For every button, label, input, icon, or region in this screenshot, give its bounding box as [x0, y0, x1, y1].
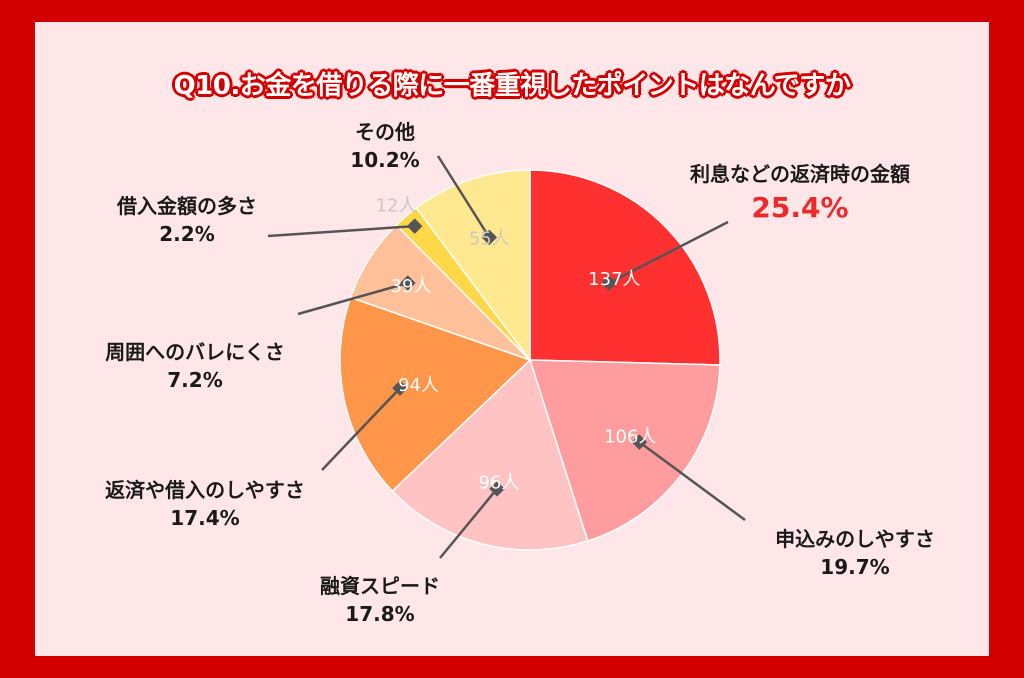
slice-label: その他 — [355, 120, 415, 144]
slice-percent: 10.2% — [350, 148, 420, 172]
chart-title: Q10.お金を借りる際に一番重視したポイントはなんですか — [173, 71, 851, 101]
slice-callout: 利息などの返済時の金額 25.4% — [650, 160, 950, 227]
slice-callout: 周囲へのバレにくさ 7.2% — [45, 338, 345, 394]
slice-count-label: 94人 — [398, 375, 439, 396]
leader-line — [638, 441, 746, 522]
leader-line — [267, 224, 415, 238]
slice-label: 周囲へのバレにくさ — [105, 340, 285, 364]
slice-percent: 7.2% — [167, 368, 223, 392]
slice-count-labels: 137人 106人 96人 94人 39人 12人 55人 — [376, 196, 657, 494]
pie-slice — [529, 169, 721, 366]
slice-callout: 融資スピード 17.8% — [230, 572, 530, 628]
slice-percent: 19.7% — [820, 555, 890, 579]
slice-count-label: 55人 — [469, 228, 510, 249]
slice-label: 融資スピード — [320, 574, 440, 598]
slice-percent: 2.2% — [159, 222, 215, 246]
slice-callout: 借入金額の多さ 2.2% — [37, 192, 337, 248]
leader-line — [297, 281, 409, 316]
slice-count-label: 12人 — [376, 196, 417, 217]
pie-slice — [339, 296, 532, 493]
slice-label: 利息などの返済時の金額 — [690, 162, 910, 186]
leader-marker — [481, 229, 498, 246]
slice-count-label: 137人 — [588, 269, 640, 290]
slice-percent: 17.8% — [345, 602, 415, 626]
slice-percent: 17.4% — [170, 506, 240, 530]
slice-count-label: 96人 — [478, 472, 519, 493]
pie-slices — [339, 169, 721, 551]
slice-label: 借入金額の多さ — [117, 194, 257, 218]
slice-percent: 25.4% — [751, 191, 849, 224]
leader-line — [608, 220, 729, 285]
leader-line — [321, 387, 401, 471]
slice-count-label: 39人 — [391, 276, 432, 297]
slice-count-label: 106人 — [604, 426, 656, 447]
slice-callout: 返済や借入のしやすさ 17.4% — [55, 476, 355, 532]
slice-label: 申込みのしやすさ — [775, 527, 935, 551]
leader-line — [439, 488, 498, 559]
slice-label: 返済や借入のしやすさ — [105, 478, 305, 502]
pie-slice — [415, 169, 531, 363]
leader-marker — [406, 218, 423, 234]
slice-callout: その他 10.2% — [235, 118, 535, 174]
slice-callout: 申込みのしやすさ 19.7% — [705, 525, 1005, 581]
leader-line — [436, 155, 491, 239]
pie-slice — [391, 358, 589, 551]
